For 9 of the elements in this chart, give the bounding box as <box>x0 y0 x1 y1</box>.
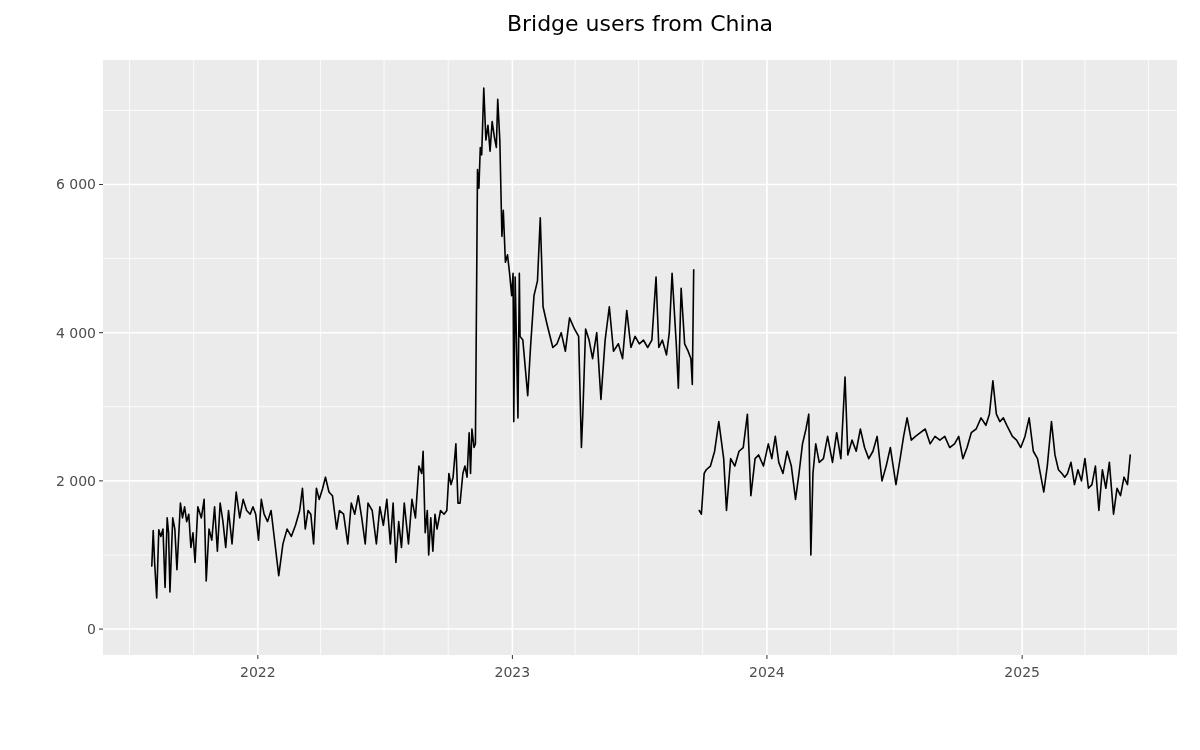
x-tick-label: 2024 <box>749 664 785 680</box>
y-tick-label: 0 <box>87 620 96 637</box>
chart-title: Bridge users from China <box>506 11 774 36</box>
y-tick-label: 6 000 <box>55 176 96 193</box>
y-tick-label: 4 000 <box>55 324 96 341</box>
x-tick-label: 2022 <box>240 664 276 680</box>
x-tick-label: 2023 <box>494 664 531 680</box>
y-tick-label: 2 000 <box>55 472 96 489</box>
x-tick-label: 2025 <box>1004 664 1040 680</box>
